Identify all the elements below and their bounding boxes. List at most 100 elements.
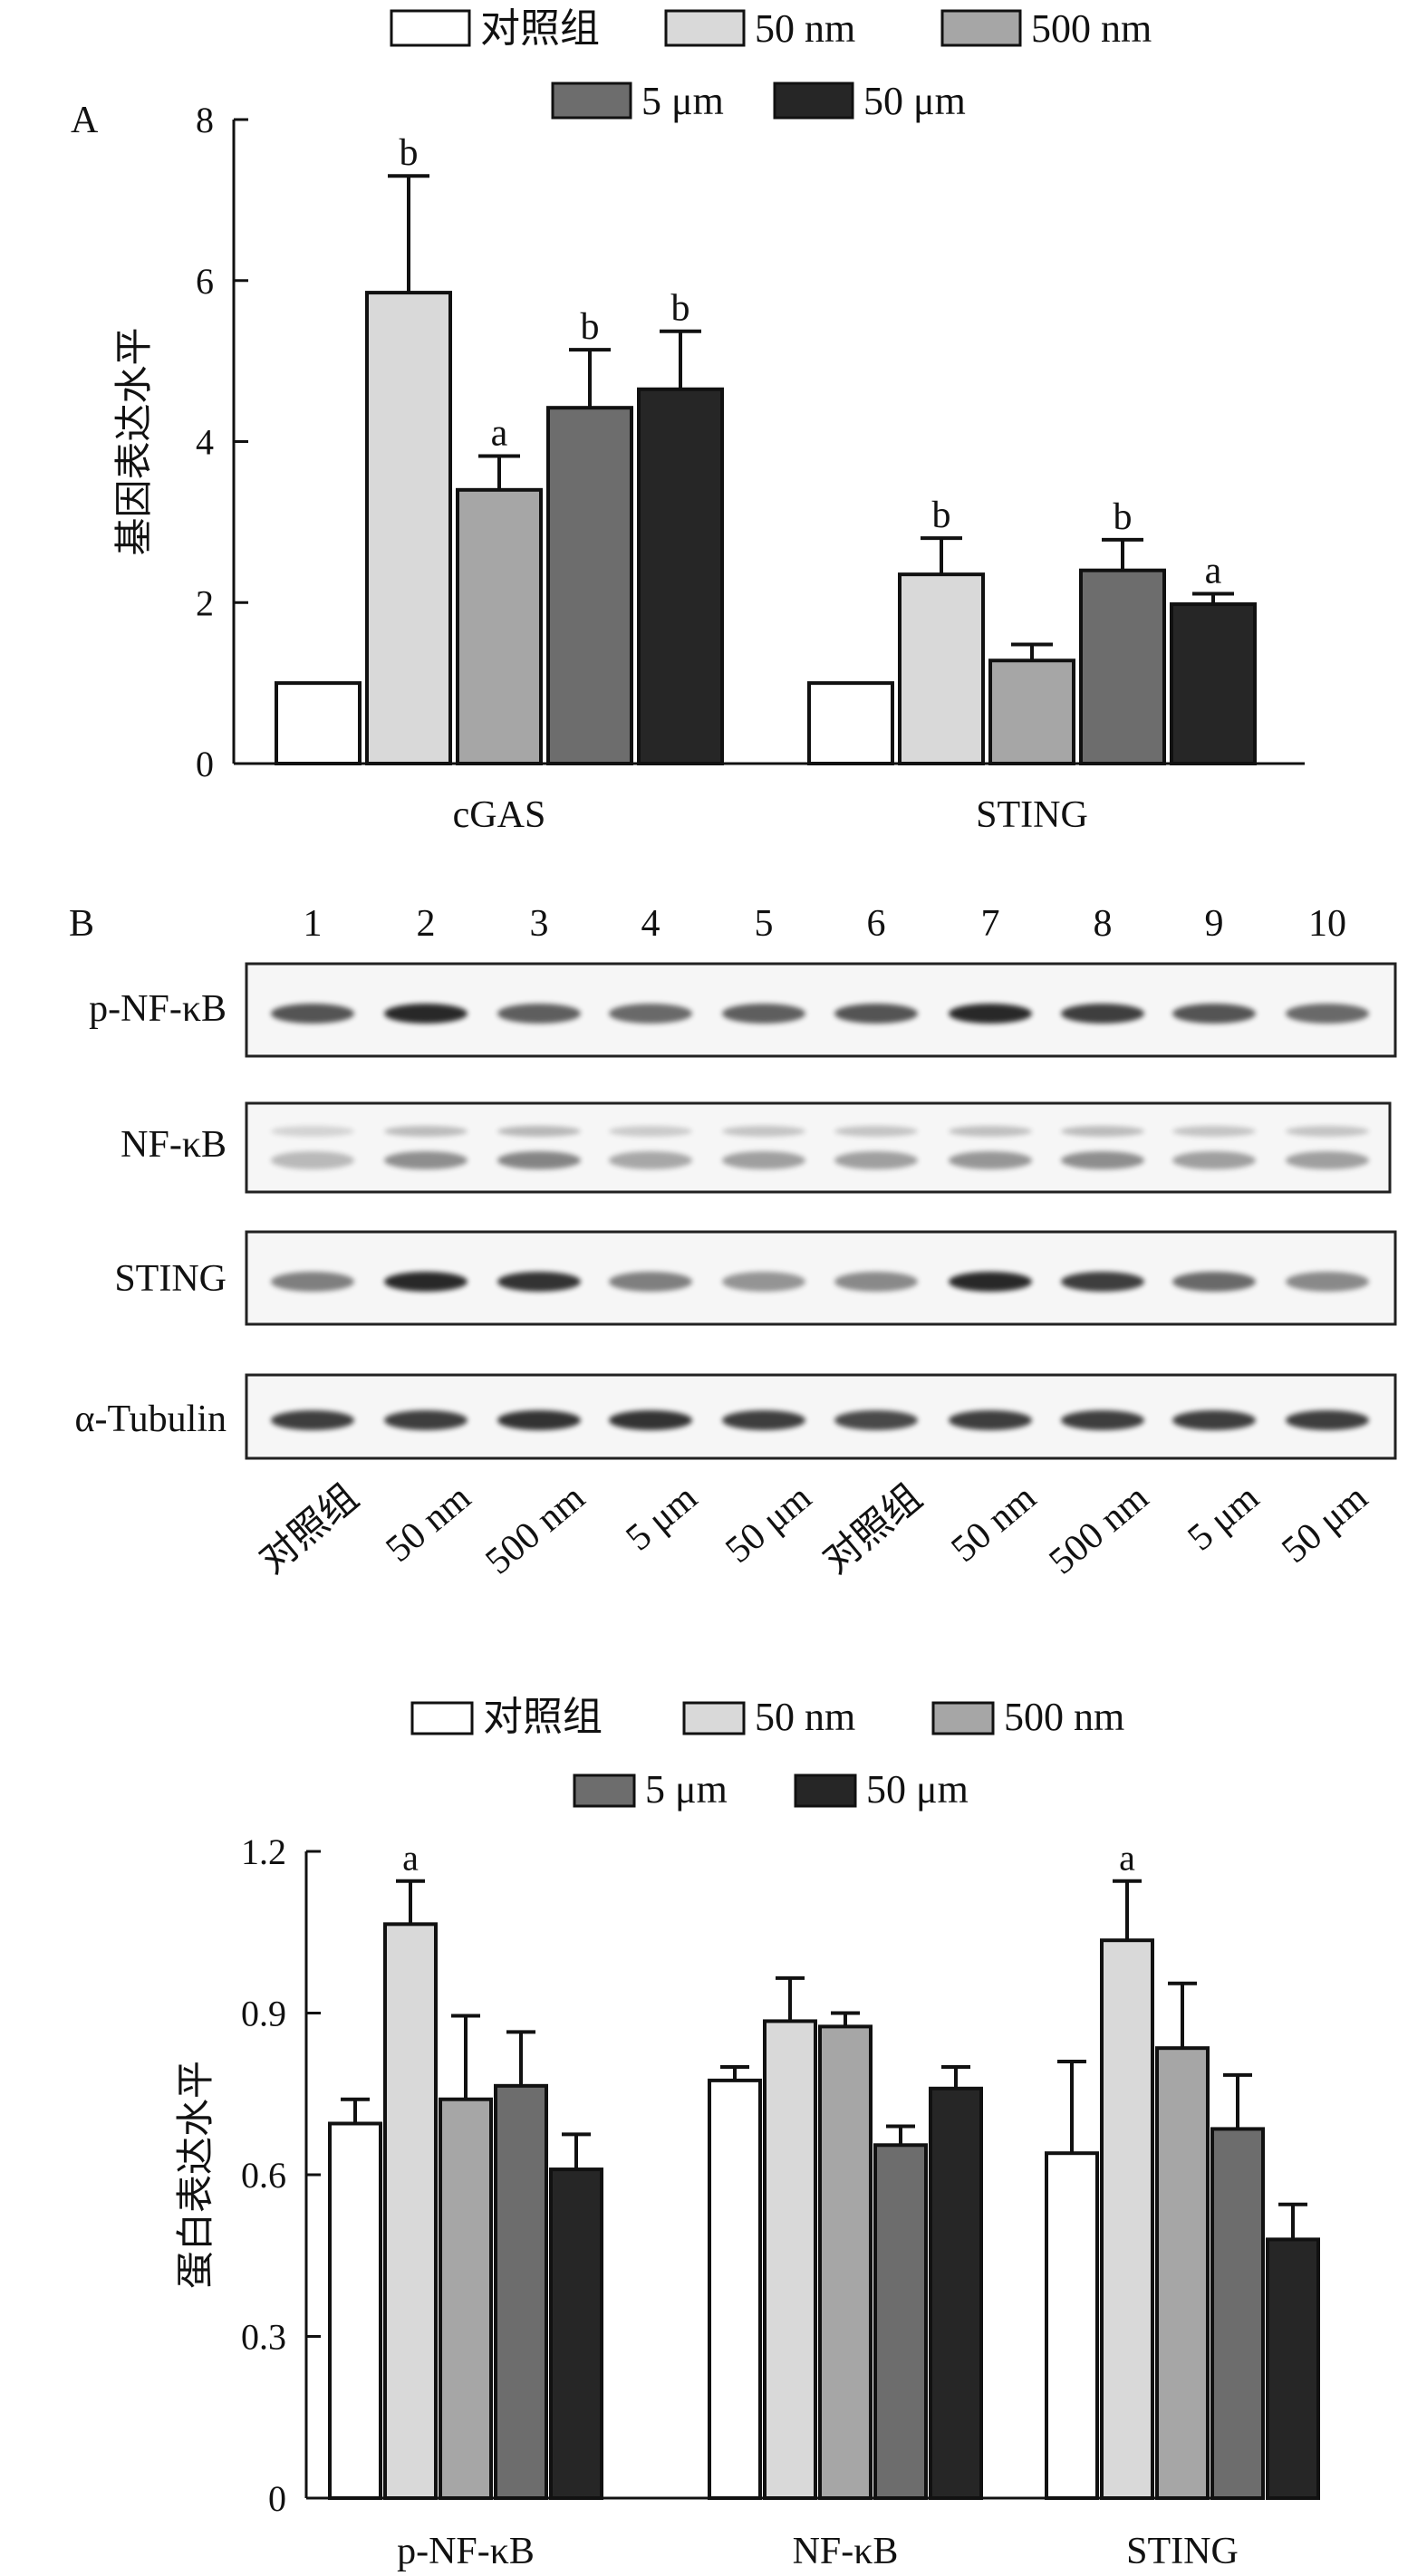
bar-sting-2 <box>1155 2046 1210 2501</box>
significance-label: a <box>491 412 508 454</box>
legend-label: 500 nm <box>1004 1695 1124 1739</box>
legend-label: 5 μm <box>641 79 724 123</box>
blot-band-upper <box>384 1126 468 1137</box>
lane-number: 4 <box>641 903 660 945</box>
y-tick-label: 8 <box>196 100 214 140</box>
x-category-label: STING <box>1126 2531 1239 2572</box>
bar-nfb-1 <box>763 2019 817 2501</box>
blot-row-pnfb: p-NF-κB <box>89 962 1397 1058</box>
legend-swatch <box>682 1701 746 1735</box>
blot-band-upper <box>609 1126 692 1137</box>
blot-band <box>1061 1004 1144 1024</box>
bar-nfb-3 <box>873 2143 928 2500</box>
y-tick-label: 0.9 <box>241 1994 286 2034</box>
y-tick-label: 4 <box>196 422 214 463</box>
bar-sting-4 <box>1266 2237 1320 2500</box>
blot-band <box>609 1272 692 1292</box>
bar-cgas-3 <box>546 406 633 765</box>
lane-label: 50 nm <box>944 1476 1045 1571</box>
y-tick-label: 0 <box>196 744 214 784</box>
blot-row-label: STING <box>114 1258 227 1300</box>
blot-band-upper <box>722 1126 805 1137</box>
significance-label: b <box>1114 496 1133 538</box>
x-category-label: p-NF-κB <box>397 2531 535 2572</box>
blot-band <box>949 1004 1032 1024</box>
chart-b-protein-expression: 对照组 50 nm 500 nm 5 μm 50 μm 0 0.3 0.6 0.9 1.2 蛋白表达… <box>176 1695 1320 2572</box>
bar-nfb-2 <box>818 2024 873 2500</box>
bar-sting-0 <box>1045 2151 1099 2500</box>
legend-swatch <box>551 82 632 120</box>
y-tick-label: 6 <box>196 261 214 302</box>
lane-number: 6 <box>867 903 886 945</box>
bar-cgas-2 <box>456 487 543 765</box>
blot-band <box>1172 1004 1256 1024</box>
blot-band-lower <box>722 1151 805 1169</box>
blot-band-upper <box>1172 1126 1256 1137</box>
lane-label: 50 μm <box>1274 1476 1375 1572</box>
legend-label: 对照组 <box>483 1695 603 1739</box>
blot-band-upper <box>834 1126 918 1137</box>
blot-band <box>722 1272 805 1292</box>
bar-sting-0 <box>807 681 894 765</box>
bar-sting-3 <box>1210 2127 1265 2501</box>
blot-band-lower <box>1286 1151 1369 1169</box>
blot-band <box>609 1410 692 1430</box>
lane-number: 8 <box>1094 903 1113 945</box>
significance-label: b <box>581 306 600 348</box>
chart-a-gene-expression: 对照组 50 nm 500 nm 5 μm 50 μm A 0 2 4 6 8 基因表达水平 b a b b c… <box>71 6 1305 836</box>
blot-band <box>271 1410 354 1430</box>
y-tick-label: 1.2 <box>241 1831 286 1872</box>
lane-number: 10 <box>1308 903 1346 945</box>
bar-sting-1 <box>1100 1938 1154 2501</box>
y-tick-label: 0.6 <box>241 2155 286 2196</box>
blot-band-lower <box>834 1151 918 1169</box>
blot-row-label: α-Tubulin <box>74 1399 227 1440</box>
blot-row-label: NF-κB <box>121 1124 227 1166</box>
legend-label: 50 μm <box>863 79 966 123</box>
legend-swatch <box>794 1773 857 1808</box>
bar-nfb-4 <box>929 2086 983 2501</box>
blot-band <box>1286 1410 1369 1430</box>
legend-swatch <box>931 1701 995 1735</box>
blot-band-lower <box>949 1151 1032 1169</box>
blot-band <box>1061 1410 1144 1430</box>
lane-label: 50 μm <box>718 1476 819 1572</box>
blot-band-lower <box>1172 1151 1256 1169</box>
blot-band <box>271 1004 354 1024</box>
blot-band <box>834 1004 918 1024</box>
lane-number: 1 <box>304 903 323 945</box>
blot-band-lower <box>271 1151 354 1169</box>
blot-band <box>834 1410 918 1430</box>
blot-band <box>384 1004 468 1024</box>
lane-number: 7 <box>981 903 1000 945</box>
legend-label: 5 μm <box>645 1767 728 1812</box>
blot-band <box>384 1410 468 1430</box>
x-category-label: STING <box>976 794 1088 836</box>
bar-sting-2 <box>988 658 1075 765</box>
legend-swatch <box>573 1773 636 1808</box>
bar-sting-3 <box>1079 568 1166 766</box>
lane-label: 5 μm <box>1180 1476 1267 1559</box>
western-blot-panel: B 1 2 3 4 5 6 7 8 9 10 p-NF-κB NF-κB STING α-Tubulin 对照… <box>69 903 1397 1582</box>
bar-pnfb-4 <box>549 2167 603 2501</box>
x-category-label: NF-κB <box>793 2531 899 2572</box>
bar-cgas-1 <box>365 291 452 765</box>
significance-label: a <box>402 1838 419 1879</box>
blot-band <box>949 1272 1032 1292</box>
lane-number: 3 <box>530 903 549 945</box>
y-axis-label: 蛋白表达水平 <box>176 2061 217 2289</box>
bar-pnfb-1 <box>383 1922 438 2500</box>
legend-label: 50 nm <box>755 1695 855 1739</box>
blot-band <box>1286 1004 1369 1024</box>
blot-row-label: p-NF-κB <box>89 988 227 1030</box>
blot-band <box>497 1004 581 1024</box>
bar-sting-1 <box>898 572 985 765</box>
lane-number: 5 <box>755 903 774 945</box>
significance-label: b <box>932 495 951 536</box>
bar-cgas-0 <box>275 681 362 765</box>
bar-cgas-4 <box>637 387 724 765</box>
blot-band <box>1286 1272 1369 1292</box>
blot-band-upper <box>497 1126 581 1137</box>
bar-pnfb-0 <box>328 2121 382 2501</box>
blot-row-nfb: NF-κB <box>121 1101 1392 1194</box>
